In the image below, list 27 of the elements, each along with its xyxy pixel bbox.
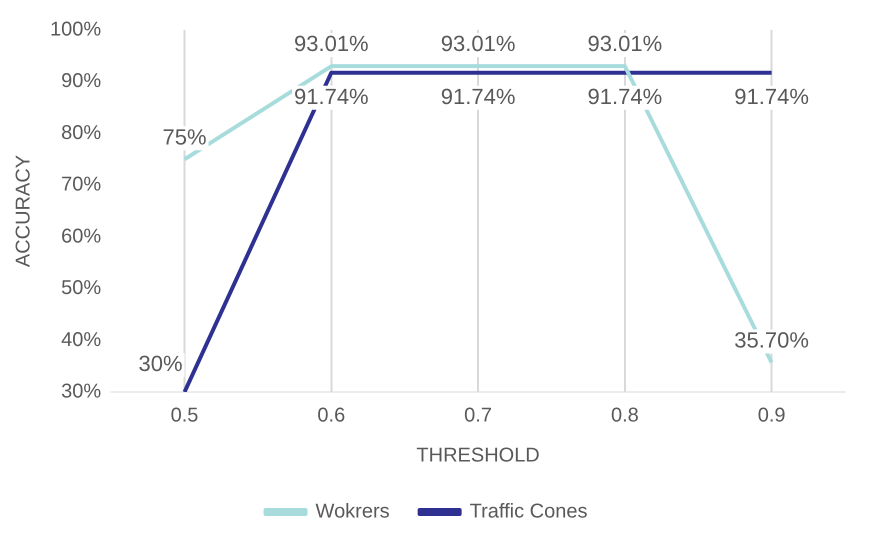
data-label: 91.74% [294, 84, 369, 109]
y-tick-label: 70% [61, 174, 102, 196]
data-label: 91.74% [588, 84, 662, 109]
data-label: 35.70% [734, 328, 809, 353]
y-tick-label: 50% [61, 277, 102, 300]
legend-label: Wokrers [316, 500, 390, 523]
x-tick-label: 0.8 [610, 404, 639, 427]
y-axis-title: ACCURACY [12, 154, 35, 268]
x-axis-title: THRESHOLD [416, 444, 540, 467]
x-tick-label: 0.5 [170, 404, 198, 427]
legend-label: Traffic Cones [470, 500, 588, 523]
y-tick-label: 90% [61, 70, 102, 92]
data-label: 91.74% [734, 84, 809, 109]
data-label: 93.01% [440, 31, 516, 56]
y-tick-label: 100% [50, 18, 102, 41]
data-label: 75% [162, 124, 207, 150]
data-label: 91.74% [440, 84, 516, 109]
y-tick-label: 80% [61, 122, 102, 144]
data-label: 93.01% [294, 31, 369, 56]
data-label: 30% [138, 351, 183, 376]
data-label: 93.01% [588, 31, 662, 56]
y-tick-label: 30% [61, 380, 102, 403]
y-tick-label: 60% [61, 225, 102, 248]
x-tick-label: 0.9 [758, 404, 786, 427]
x-tick-label: 0.7 [464, 404, 492, 427]
y-tick-label: 40% [61, 328, 102, 351]
x-tick-label: 0.6 [317, 404, 346, 427]
